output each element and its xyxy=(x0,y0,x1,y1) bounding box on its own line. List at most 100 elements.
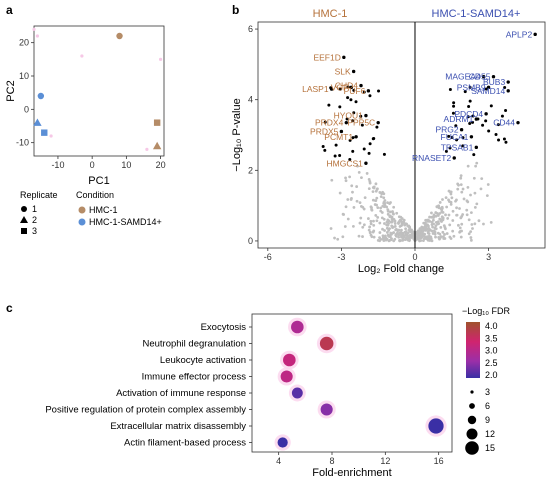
pca-point xyxy=(152,141,162,150)
volcano-labeled-point xyxy=(474,145,479,150)
volcano-ns-point xyxy=(444,213,447,217)
volcano-ns-point xyxy=(439,219,443,222)
pca-y-tick-label: 20 xyxy=(19,38,29,48)
size-legend-symbol xyxy=(465,441,479,455)
volcano-sig-point xyxy=(351,136,355,140)
volcano-ns-point xyxy=(449,190,453,194)
volcano-ns-point xyxy=(473,222,477,226)
volcano-sig-point xyxy=(382,152,386,156)
volcano-ns-point xyxy=(430,220,434,224)
volcano-ns-point xyxy=(379,209,383,213)
volcano-ns-point xyxy=(434,235,437,239)
volcano-sig-point xyxy=(338,87,342,91)
volcano-gene-label-right: FUCA1 xyxy=(441,132,469,142)
volcano-labeled-point xyxy=(506,80,510,84)
volcano-ns-point xyxy=(398,239,401,242)
volcano-sig-point xyxy=(368,142,372,146)
condition-legend-label: HMC-1-SAMD14+ xyxy=(89,217,162,227)
volcano-ns-point xyxy=(474,164,478,168)
volcano-sig-point xyxy=(351,119,355,123)
volcano-ns-point xyxy=(459,176,463,180)
volcano-ns-point xyxy=(329,227,333,230)
enrichment-term-label: Actin filament-based process xyxy=(124,438,246,449)
volcano-gene-label-right: PRG2 xyxy=(435,125,458,135)
replicate-legend-symbol xyxy=(20,216,28,223)
volcano-sig-point xyxy=(333,154,337,158)
volcano-ns-point xyxy=(475,202,479,206)
volcano-ns-point xyxy=(358,201,362,205)
volcano-gene-label-right: PSMB9 xyxy=(457,82,486,92)
volcano-labeled-point xyxy=(342,55,346,60)
volcano-ns-point xyxy=(423,228,427,232)
volcano-sig-point xyxy=(468,85,472,89)
volcano-sig-point xyxy=(334,143,338,147)
volcano-gene-label-left: PRDX5 xyxy=(310,126,339,136)
fdr-legend-tick: 3.5 xyxy=(485,333,498,343)
pca-y-tick-label: -10 xyxy=(16,138,29,148)
volcano-ns-point xyxy=(380,192,384,196)
volcano-sig-point xyxy=(352,88,356,92)
volcano-ns-point xyxy=(440,215,444,219)
volcano-ns-point xyxy=(456,223,460,227)
volcano-ns-point xyxy=(442,237,446,240)
volcano-ns-point xyxy=(386,209,390,213)
fdr-legend-ticks: 4.0 3.5 3.0 2.5 2.0 xyxy=(485,321,498,380)
volcano-sig-point xyxy=(354,100,358,104)
volcano-ns-point xyxy=(357,171,361,174)
volcano-ns-point xyxy=(444,196,448,200)
enrichment-term-label: Neutrophil degranulation xyxy=(142,339,246,350)
volcano-ns-point xyxy=(341,235,345,239)
volcano-ns-point xyxy=(393,222,397,225)
volcano-ns-point xyxy=(460,190,464,194)
volcano-ns-point xyxy=(387,228,391,232)
volcano-ns-point xyxy=(418,232,421,236)
enrichment-plot-frame xyxy=(251,313,453,453)
volcano-ns-point xyxy=(394,232,398,236)
volcano-ns-point xyxy=(443,225,447,229)
volcano-ns-point xyxy=(467,232,471,236)
volcano-ns-point xyxy=(367,187,371,191)
volcano-ns-point xyxy=(363,196,367,200)
volcano-labeled-point xyxy=(506,89,510,93)
volcano-ns-point xyxy=(402,235,406,239)
volcano-ns-point xyxy=(469,238,473,242)
volcano-ns-point xyxy=(411,230,415,234)
volcano-sig-point xyxy=(346,85,350,89)
volcano-y-tick-label: 2 xyxy=(248,165,253,175)
volcano-ns-point xyxy=(404,227,407,231)
pca-bg-dot xyxy=(80,54,84,58)
volcano-ns-point xyxy=(371,190,375,194)
volcano-gene-label-left: HYOU1 xyxy=(334,111,364,121)
volcano-ns-point xyxy=(433,232,437,236)
volcano-ns-point xyxy=(465,199,469,203)
volcano-sig-point xyxy=(348,158,352,162)
volcano-gene-label-right: PDCD4 xyxy=(454,109,483,119)
volcano-ns-point xyxy=(349,198,353,201)
volcano-ns-point xyxy=(399,234,403,238)
volcano-labeled-point xyxy=(359,83,363,88)
volcano-ns-point xyxy=(473,205,477,209)
volcano-sig-point xyxy=(504,140,508,144)
pca-x-tick-label: 20 xyxy=(156,160,166,170)
volcano-ns-point xyxy=(427,237,431,241)
enrichment-term-label: Immune effector process xyxy=(142,372,247,383)
pca-point xyxy=(153,119,161,126)
volcano-sig-point xyxy=(494,132,498,136)
volcano-gene-label-left: CHD4 xyxy=(335,81,358,91)
volcano-ns-point xyxy=(344,176,347,180)
volcano-ns-point xyxy=(380,216,384,220)
volcano-ns-point xyxy=(375,203,379,207)
volcano-ns-point xyxy=(381,227,384,231)
size-legend-symbol xyxy=(469,403,475,409)
volcano-ns-point xyxy=(480,177,484,180)
volcano-ns-point xyxy=(384,234,387,238)
volcano-ns-point xyxy=(338,191,342,195)
volcano-ns-point xyxy=(438,237,441,241)
volcano-ns-point xyxy=(432,229,436,233)
replicate-legend-symbol xyxy=(21,206,27,212)
pca-point xyxy=(116,32,123,40)
volcano-ns-point xyxy=(434,224,438,228)
volcano-sig-point xyxy=(360,123,364,127)
enrichment-point xyxy=(291,320,304,334)
size-legend: 3 6 9 12 15 xyxy=(465,387,495,455)
